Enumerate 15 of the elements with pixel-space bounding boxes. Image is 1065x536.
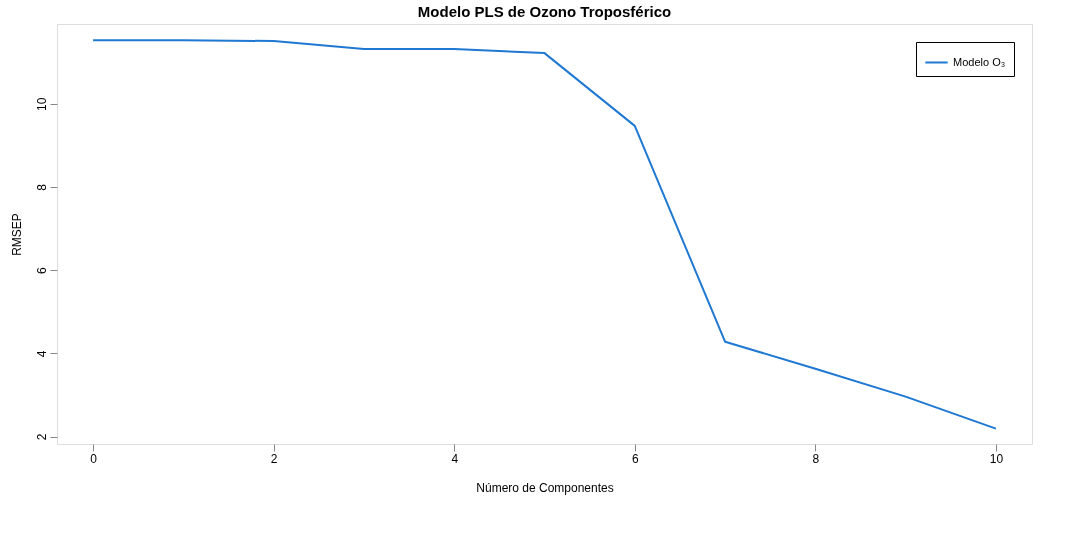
- x-tick-label: 4: [451, 451, 459, 466]
- x-tick-label: 2: [270, 451, 278, 466]
- x-tick-label: 8: [812, 451, 820, 466]
- y-tick-label: 6: [34, 267, 49, 275]
- y-tick-label: 2: [34, 433, 49, 441]
- chart-title: Modelo PLS de Ozono Troposférico: [417, 3, 672, 20]
- y-tick-label: 8: [34, 183, 49, 191]
- x-axis-title: Número de Componentes: [476, 480, 614, 495]
- x-tick-label: 6: [631, 451, 639, 466]
- y-tick-label: 10: [34, 97, 49, 112]
- y-tick-label: 4: [34, 350, 49, 358]
- x-tick-label: 0: [90, 451, 98, 466]
- legend-label: Modelo O₃: [953, 55, 1006, 68]
- y-axis-title: RMSEP: [9, 213, 24, 256]
- x-tick-label: 10: [989, 451, 1004, 466]
